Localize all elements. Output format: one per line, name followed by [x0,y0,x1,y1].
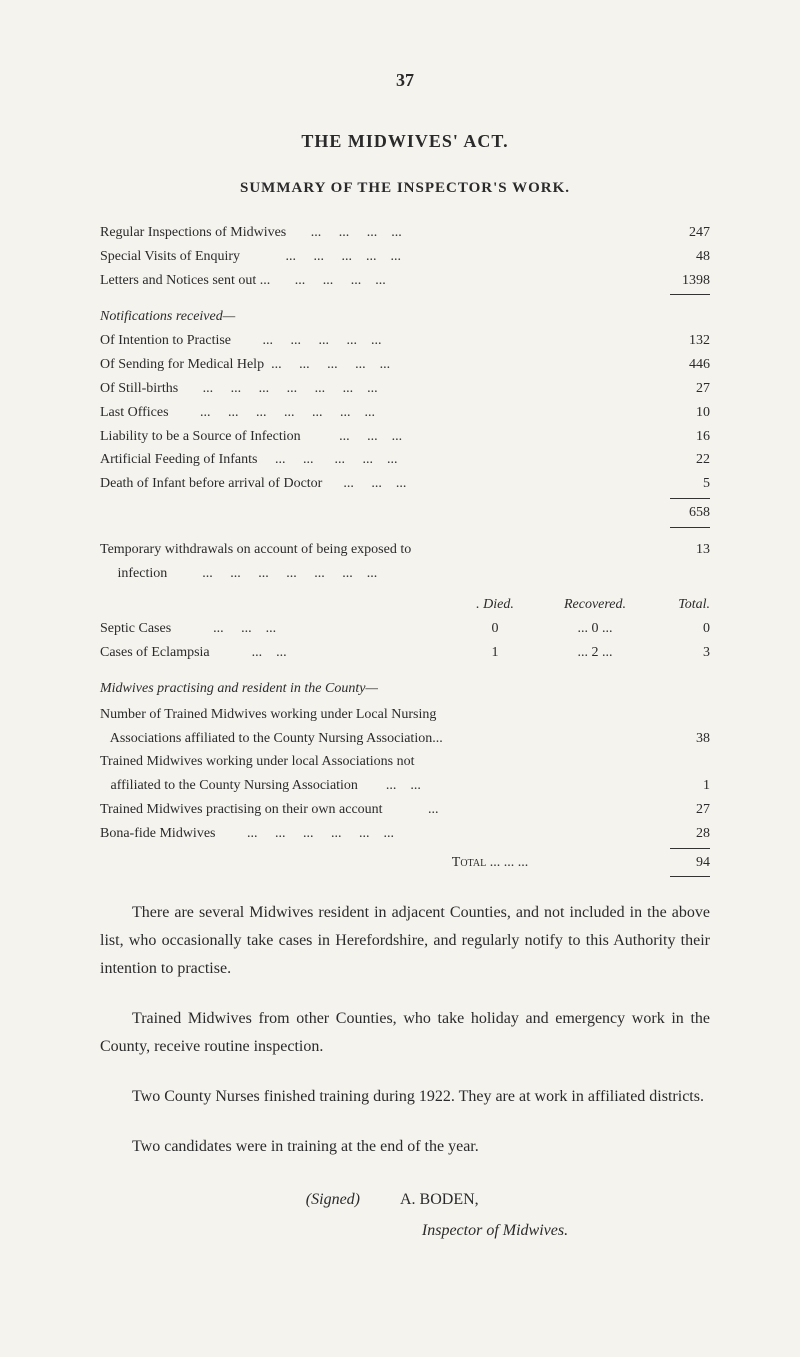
row-value: 5 [660,472,710,496]
midwives-row: Number of Trained Midwives working under… [100,703,710,727]
row-value: 38 [660,727,710,751]
rule [670,294,710,295]
row-label: Trained Midwives working under local Ass… [100,750,660,774]
col-blank [100,593,450,617]
row-label: Artificial Feeding of Infants ... ... ..… [100,448,660,472]
row-value [660,703,710,727]
notifications-total: 658 [100,501,710,525]
row-label: Of Sending for Medical Help ... ... ... … [100,353,660,377]
row-value: 27 [660,798,710,822]
rule [670,498,710,499]
cell: 0 [450,617,540,641]
total-label: Total ... ... ... [100,851,660,875]
cell: ... 0 ... [540,617,650,641]
paragraph: There are several Midwives resident in a… [100,899,710,983]
act-title: THE MIDWIVES' ACT. [100,131,710,152]
temporary-row: Temporary withdrawals on account of bein… [100,538,710,586]
row-label: Special Visits of Enquiry ... ... ... ..… [100,245,660,269]
row-value: 1 [660,774,710,798]
row-value: 28 [660,822,710,846]
row-label [100,501,660,525]
midwives-row: Trained Midwives practising on their own… [100,798,710,822]
summary-subtitle: SUMMARY OF THE INSPECTOR'S WORK. [100,180,710,197]
row-label: Temporary withdrawals on account of bein… [100,538,660,586]
row-label: Trained Midwives practising on their own… [100,798,660,822]
row-value: 658 [660,501,710,525]
summary-row: Letters and Notices sent out ... ... ...… [100,269,710,293]
row-label: Letters and Notices sent out ... ... ...… [100,269,660,293]
row-value: 48 [660,245,710,269]
col-recovered: Recovered. [540,593,650,617]
row-value: 132 [660,329,710,353]
notification-row: Of Intention to Practise ... ... ... ...… [100,329,710,353]
row-label: Number of Trained Midwives working under… [100,703,660,727]
midwives-total: Total ... ... ... 94 [100,851,710,875]
midwives-row: Trained Midwives working under local Ass… [100,750,710,774]
row-label: Last Offices ... ... ... ... ... ... ... [100,401,660,425]
signed-name: A. BODEN, [400,1185,710,1215]
row-value: 446 [660,353,710,377]
cell: ... 2 ... [540,641,650,665]
row-label: Associations affiliated to the County Nu… [100,727,660,751]
row-label: Liability to be a Source of Infection ..… [100,425,660,449]
notification-row: Death of Infant before arrival of Doctor… [100,472,710,496]
row-value [660,750,710,774]
row-value: 247 [660,221,710,245]
row-value: 13 [660,538,710,586]
notification-row: Of Still-births ... ... ... ... ... ... … [100,377,710,401]
cell: Cases of Eclampsia ... ... [100,641,450,665]
cell: 3 [650,641,710,665]
paragraph: Two County Nurses finished training duri… [100,1083,710,1111]
midwives-row: affiliated to the County Nursing Associa… [100,774,710,798]
row-label: Of Intention to Practise ... ... ... ...… [100,329,660,353]
notifications-heading: Notifications received— [100,309,710,325]
summary-row: Special Visits of Enquiry ... ... ... ..… [100,245,710,269]
row-value: 1398 [660,269,710,293]
midwives-row: Associations affiliated to the County Nu… [100,727,710,751]
notification-row: Last Offices ... ... ... ... ... ... ...… [100,401,710,425]
notification-row: Of Sending for Medical Help ... ... ... … [100,353,710,377]
page-number: 37 [100,70,710,91]
col-died: . Died. [450,593,540,617]
row-label: affiliated to the County Nursing Associa… [100,774,660,798]
midwives-heading: Midwives practising and resident in the … [100,681,710,697]
midwives-row: Bona-fide Midwives ... ... ... ... ... .… [100,822,710,846]
cell: 0 [650,617,710,641]
cases-row: Septic Cases ... ... ... 0 ... 0 ... 0 [100,617,710,641]
cell: Septic Cases ... ... ... [100,617,450,641]
notification-row: Liability to be a Source of Infection ..… [100,425,710,449]
row-label: Death of Infant before arrival of Doctor… [100,472,660,496]
row-value: 16 [660,425,710,449]
notification-row: Artificial Feeding of Infants ... ... ..… [100,448,710,472]
row-label: Regular Inspections of Midwives ... ... … [100,221,660,245]
row-label: Of Still-births ... ... ... ... ... ... … [100,377,660,401]
rule [670,876,710,877]
row-label: Bona-fide Midwives ... ... ... ... ... .… [100,822,660,846]
paragraph: Two candidates were in training at the e… [100,1133,710,1161]
cell: 1 [450,641,540,665]
signed-label: (Signed) [100,1185,400,1215]
row-value: 10 [660,401,710,425]
cases-header: . Died. Recovered. Total. [100,593,710,617]
rule [670,848,710,849]
rule [670,527,710,528]
total-value: 94 [660,851,710,875]
row-value: 22 [660,448,710,472]
row-value: 27 [660,377,710,401]
paragraph: Trained Midwives from other Counties, wh… [100,1005,710,1061]
signature-block: (Signed) A. BODEN, Inspector of Midwives… [100,1185,710,1246]
cases-row: Cases of Eclampsia ... ... 1 ... 2 ... 3 [100,641,710,665]
summary-row: Regular Inspections of Midwives ... ... … [100,221,710,245]
inspector-title: Inspector of Midwives. [100,1216,710,1246]
col-total: Total. [650,593,710,617]
